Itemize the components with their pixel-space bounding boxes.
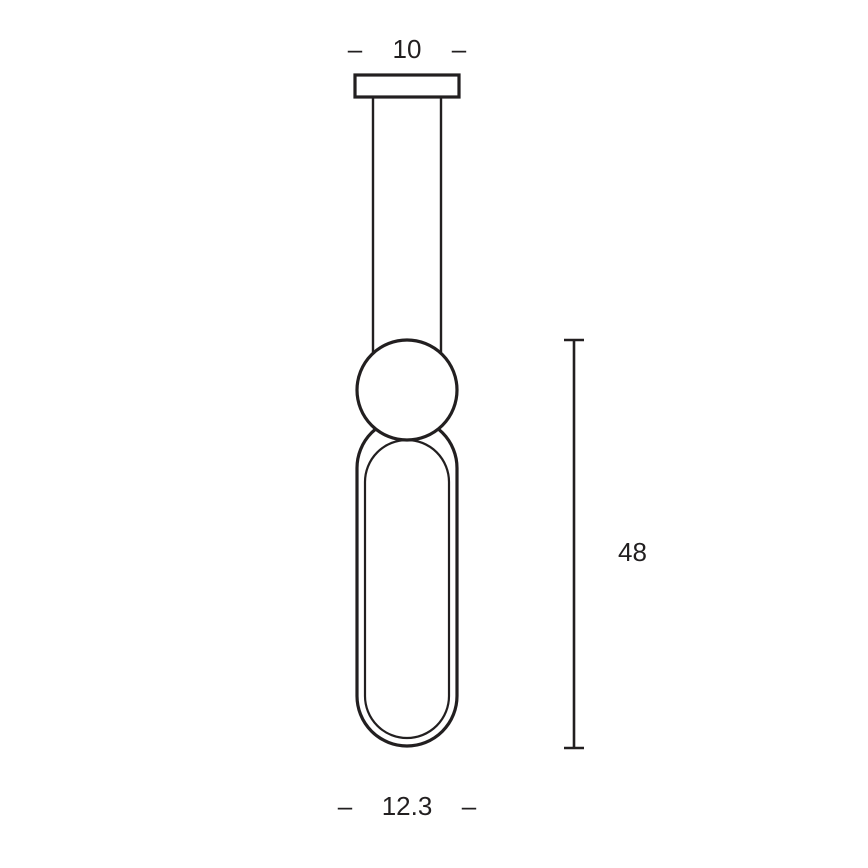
lamp-dimension-diagram: 10––12.3––48 xyxy=(0,0,868,868)
ceiling-canopy xyxy=(355,75,459,97)
dim-bottom-dash-left: – xyxy=(338,791,353,821)
dim-top-value: 10 xyxy=(393,34,422,64)
dim-right-value: 48 xyxy=(618,537,647,567)
dim-top-dash-right: – xyxy=(452,34,467,64)
dim-bottom-dash-right: – xyxy=(462,791,477,821)
loop-inner xyxy=(365,440,449,738)
dim-top-dash-left: – xyxy=(348,34,363,64)
dim-bottom-value: 12.3 xyxy=(382,791,433,821)
globe-sphere xyxy=(357,340,457,440)
